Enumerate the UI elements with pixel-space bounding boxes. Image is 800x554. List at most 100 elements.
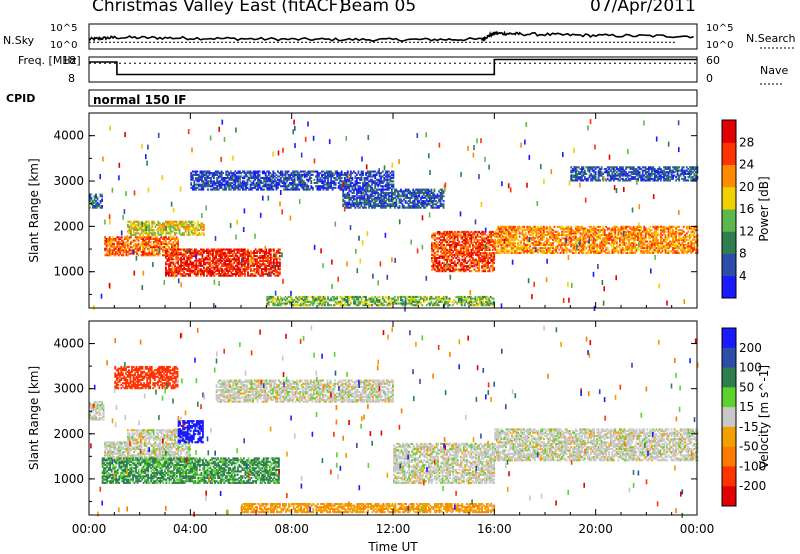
power-cell (270, 253, 272, 255)
power-cell (449, 231, 451, 233)
power-cell (345, 189, 347, 191)
power-cell (190, 187, 192, 189)
power-cell (206, 262, 208, 264)
power-cell (173, 258, 175, 260)
power-cell (532, 226, 534, 228)
power-cell (388, 179, 390, 181)
power-cell (601, 249, 603, 251)
power-cell (91, 194, 93, 196)
power-cell (502, 229, 504, 231)
power-cell (297, 184, 299, 186)
power-cell (279, 255, 281, 257)
power-cell (616, 245, 618, 247)
power-cell (168, 236, 170, 238)
power-cell (365, 177, 367, 179)
power-cell (563, 249, 565, 251)
power-cell (176, 267, 178, 269)
power-cell (525, 232, 527, 234)
power-cell (153, 238, 155, 240)
power-cell (198, 184, 200, 186)
power-cell (426, 198, 428, 200)
power-cell (138, 229, 140, 231)
power-cell (388, 203, 390, 205)
power-cell (380, 175, 382, 177)
power-cell (101, 194, 103, 196)
power-cell (259, 255, 261, 257)
power-cell (608, 228, 610, 230)
power-cell (472, 265, 474, 267)
power-cell (494, 245, 496, 247)
power-cell (165, 267, 167, 269)
power-cell (221, 249, 223, 251)
power-cell (198, 174, 200, 176)
power-cell (480, 242, 482, 244)
power-cell (266, 171, 268, 173)
power-cell (279, 249, 281, 251)
power-cell (259, 171, 261, 173)
power-cell (191, 270, 193, 272)
power-cell (443, 200, 445, 202)
power-cell (183, 253, 185, 255)
power-cell (177, 238, 179, 240)
power-cell (198, 189, 200, 191)
power-cell (418, 189, 420, 191)
power-cell (252, 270, 254, 272)
power-cell (190, 172, 192, 174)
power-cell (377, 189, 379, 191)
power-cell (229, 275, 231, 277)
power-cell (320, 172, 322, 174)
power-cell (365, 172, 367, 174)
power-cell (191, 252, 193, 254)
power-cell (91, 197, 93, 199)
power-cell (145, 253, 147, 255)
freq-left-tick-bottom: 8 (68, 72, 75, 85)
power-cell (586, 252, 588, 254)
power-cell (176, 236, 178, 238)
power-cell (221, 275, 223, 277)
power-cell (578, 237, 580, 239)
power-cell (138, 232, 140, 234)
power-cell (480, 257, 482, 259)
power-cell (282, 185, 284, 187)
power-cell (148, 221, 150, 223)
power-cell (335, 171, 337, 173)
power-cell (350, 171, 352, 173)
power-cell (396, 195, 398, 197)
power-cell (209, 257, 211, 259)
power-cell (480, 252, 482, 254)
power-cell (297, 171, 299, 173)
power-cell (480, 236, 482, 238)
power-cell (350, 190, 352, 192)
power-cell (160, 227, 162, 229)
power-cell (365, 207, 367, 209)
power-cell (221, 268, 223, 270)
power-cell (502, 226, 504, 228)
power-cell (273, 249, 275, 251)
power-cell (221, 182, 223, 184)
power-cell (464, 251, 466, 253)
power-cell (279, 252, 281, 254)
power-cell (92, 200, 94, 202)
power-cell (373, 174, 375, 176)
power-cell (510, 252, 512, 254)
power-cell (434, 255, 436, 257)
power-cell (279, 258, 281, 260)
power-cell (335, 182, 337, 184)
power-cell (601, 234, 603, 236)
power-cell (439, 260, 441, 262)
power-cell (168, 263, 170, 265)
power-cell (434, 207, 436, 209)
power-cell (555, 231, 557, 233)
power-cell (411, 192, 413, 194)
power-cell (183, 275, 185, 277)
power-cell (289, 182, 291, 184)
power-cell (548, 228, 550, 230)
power-cell (514, 242, 516, 244)
power-cell (206, 275, 208, 277)
power-cell (342, 174, 344, 176)
power-cell (442, 239, 444, 241)
power-cell (358, 202, 360, 204)
power-cell (115, 238, 117, 240)
power-cell (130, 236, 132, 238)
power-cell (434, 194, 436, 196)
